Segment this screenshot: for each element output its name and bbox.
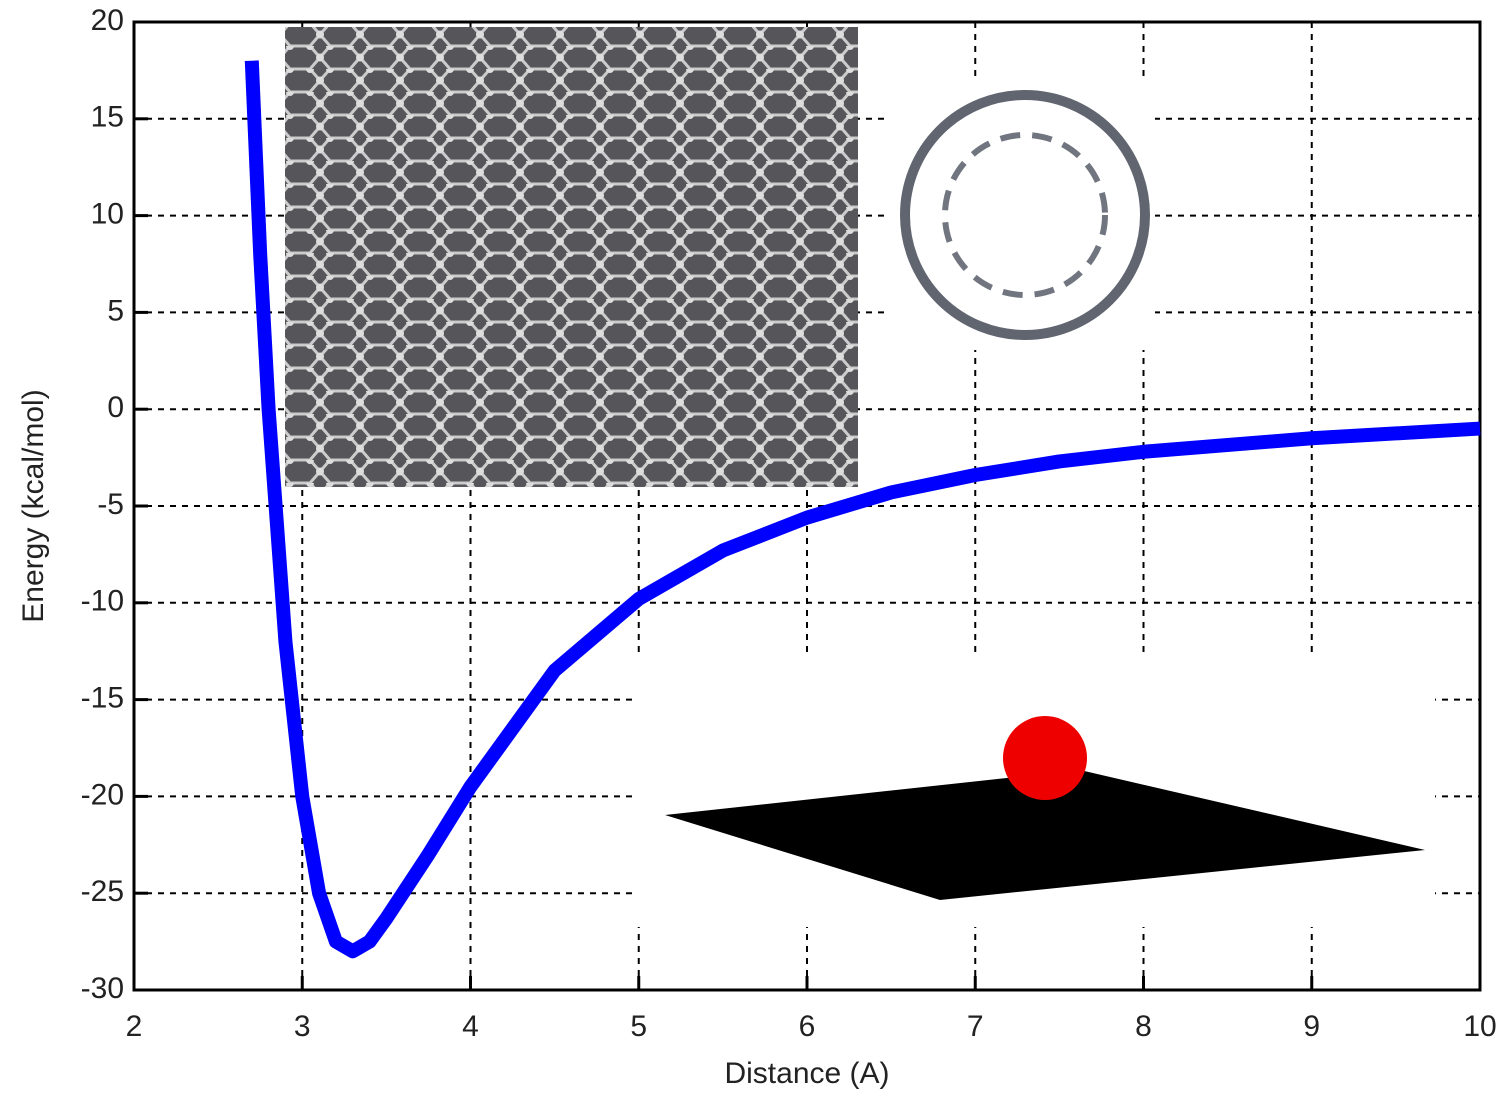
x-axis-label: Distance (A) <box>724 1057 889 1090</box>
x-tick-label: 9 <box>1303 1010 1320 1043</box>
x-tick-label: 4 <box>462 1010 479 1043</box>
y-tick-label: -25 <box>81 875 124 908</box>
x-tick-label: 10 <box>1463 1010 1496 1043</box>
x-tick-label: 7 <box>967 1010 984 1043</box>
graphene-lattice <box>285 27 858 487</box>
y-tick-label: 20 <box>91 4 124 37</box>
y-tick-label: 15 <box>91 101 124 134</box>
y-tick-label: -10 <box>81 585 124 618</box>
chart: Distance (A) Energy (kcal/mol) -30 -25 -20… <box>0 0 1507 1095</box>
y-tick-label: -15 <box>81 682 124 715</box>
y-axis-label: Energy (kcal/mol) <box>17 389 50 622</box>
x-tick-label: 2 <box>126 1010 143 1043</box>
fullerene-inset <box>885 80 1155 350</box>
y-tick-label: 10 <box>91 198 124 231</box>
x-tick-label: 5 <box>630 1010 647 1043</box>
y-tick-label: 0 <box>107 391 124 424</box>
x-tick-label: 6 <box>799 1010 816 1043</box>
fullerene-red <box>1003 716 1087 800</box>
y-tick-label: -30 <box>81 972 124 1005</box>
y-tick-label: 5 <box>107 294 124 327</box>
x-tick-label: 8 <box>1135 1010 1152 1043</box>
y-tick-label: -20 <box>81 778 124 811</box>
y-tick-label: -5 <box>97 488 124 521</box>
x-tick-label: 3 <box>294 1010 311 1043</box>
